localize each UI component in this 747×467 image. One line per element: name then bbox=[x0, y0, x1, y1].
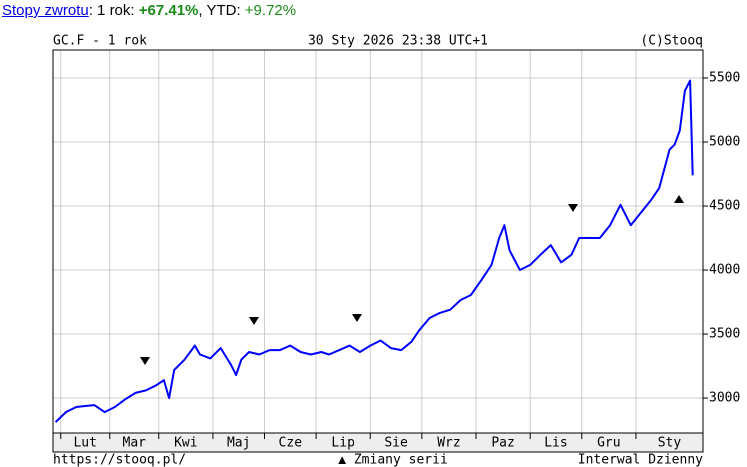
x-tick-label: Lis bbox=[544, 436, 567, 451]
x-tick-label: Maj bbox=[227, 436, 250, 451]
x-tick-label: Cze bbox=[279, 436, 303, 451]
x-tick-label: Lut bbox=[73, 436, 96, 451]
returns-link[interactable]: Stopy zwrotu bbox=[2, 2, 89, 19]
symbol: GC.F - 1 rok bbox=[53, 34, 147, 49]
y-tick-label: 5500 bbox=[709, 71, 740, 86]
x-tick-label: Sty bbox=[658, 436, 682, 451]
x-tick-label: Wrz bbox=[437, 436, 460, 451]
x-tick-label: Kwi bbox=[174, 436, 197, 451]
footer-url: https://stooq.pl/ bbox=[53, 453, 186, 467]
y-tick-label: 5000 bbox=[709, 135, 740, 150]
returns-line: Stopy zwrotu: 1 rok: +67.41%, YTD: +9.72… bbox=[2, 2, 296, 19]
ytd-label: , YTD: bbox=[198, 2, 241, 19]
plot-frame bbox=[52, 49, 704, 434]
legend: ▲ Zmiany serii bbox=[338, 453, 448, 467]
signal-down bbox=[568, 204, 578, 212]
signal-down bbox=[352, 314, 362, 322]
signal-down bbox=[140, 357, 150, 365]
signal-down bbox=[249, 317, 259, 325]
copyright: (C)Stooq bbox=[640, 34, 703, 49]
interval: Interwal Dzienny bbox=[578, 453, 703, 467]
year-value: +67.41% bbox=[138, 2, 199, 19]
x-tick-label: Paz bbox=[491, 436, 514, 451]
price-line bbox=[54, 79, 694, 423]
x-tick-label: Mar bbox=[123, 436, 147, 451]
signal-up bbox=[674, 195, 684, 203]
y-tick-label: 3000 bbox=[709, 391, 740, 406]
signal-markers bbox=[140, 195, 684, 365]
ytd-value: +9.72% bbox=[244, 2, 297, 19]
y-tick-label: 3500 bbox=[709, 327, 740, 342]
y-tick-label: 4000 bbox=[709, 263, 740, 278]
year-label: : 1 rok: bbox=[88, 2, 135, 19]
x-tick-label: Gru bbox=[597, 436, 620, 451]
timestamp: 30 Sty 2026 23:38 UTC+1 bbox=[308, 34, 488, 49]
x-tick-label: Lip bbox=[331, 436, 355, 451]
y-tick-label: 4500 bbox=[709, 199, 740, 214]
x-tick-label: Sie bbox=[384, 436, 408, 451]
